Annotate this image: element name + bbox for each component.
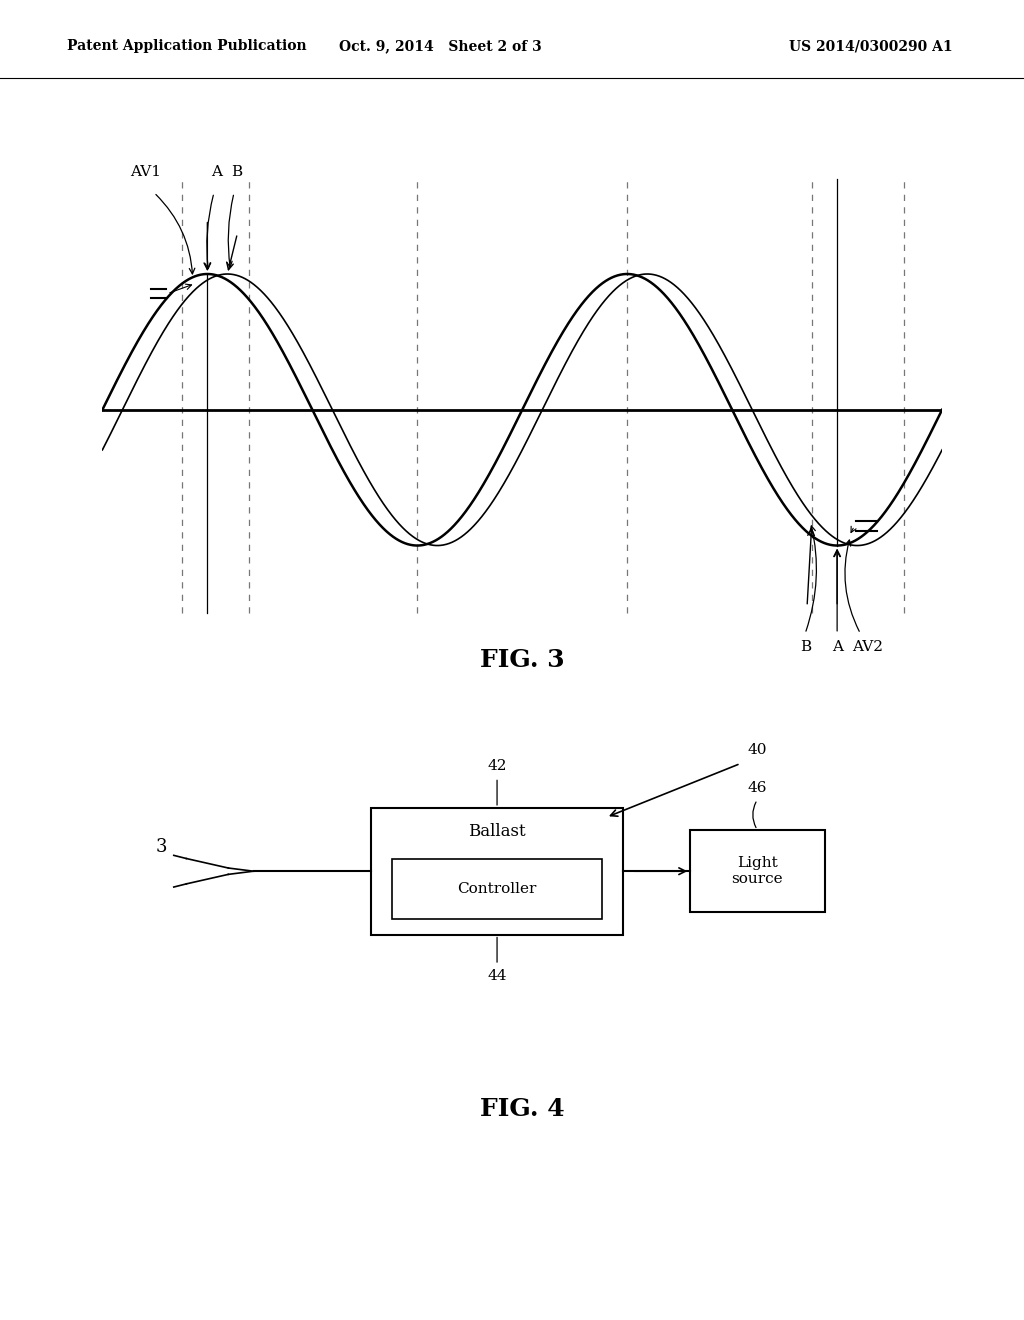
Text: 40: 40 [748, 743, 767, 758]
Text: US 2014/0300290 A1: US 2014/0300290 A1 [788, 40, 952, 53]
Text: FIG. 4: FIG. 4 [480, 1097, 564, 1121]
Text: AV1: AV1 [130, 165, 162, 180]
Bar [392, 858, 602, 919]
Bar [371, 808, 623, 935]
Text: 46: 46 [748, 781, 767, 795]
Text: B: B [230, 165, 242, 180]
Text: Light
source: Light source [731, 857, 783, 886]
Text: AV2: AV2 [852, 640, 883, 655]
Bar [690, 830, 824, 912]
Text: A: A [211, 165, 222, 180]
Text: 3: 3 [156, 838, 167, 857]
Text: 44: 44 [487, 969, 507, 983]
Text: A: A [833, 640, 844, 655]
Text: Oct. 9, 2014   Sheet 2 of 3: Oct. 9, 2014 Sheet 2 of 3 [339, 40, 542, 53]
Text: FIG. 3: FIG. 3 [480, 648, 564, 672]
Text: B: B [801, 640, 811, 655]
Text: Patent Application Publication: Patent Application Publication [67, 40, 306, 53]
Text: Controller: Controller [458, 882, 537, 896]
Text: 42: 42 [487, 759, 507, 774]
Text: Ballast: Ballast [468, 824, 526, 841]
